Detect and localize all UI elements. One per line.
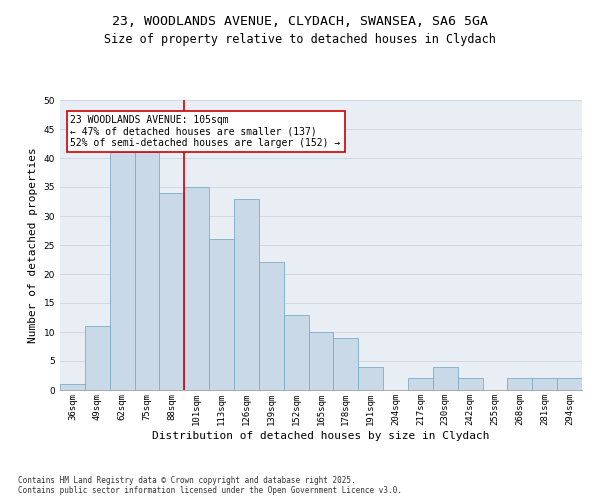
Bar bbox=[284, 314, 308, 390]
Text: 23, WOODLANDS AVENUE, CLYDACH, SWANSEA, SA6 5GA: 23, WOODLANDS AVENUE, CLYDACH, SWANSEA, … bbox=[112, 15, 488, 28]
Bar bbox=[160, 193, 184, 390]
Bar bbox=[508, 378, 532, 390]
Bar bbox=[408, 378, 433, 390]
Bar bbox=[458, 378, 482, 390]
Bar bbox=[234, 198, 259, 390]
Bar bbox=[209, 239, 234, 390]
Bar bbox=[110, 152, 134, 390]
Bar bbox=[433, 367, 458, 390]
Bar bbox=[308, 332, 334, 390]
Text: Size of property relative to detached houses in Clydach: Size of property relative to detached ho… bbox=[104, 32, 496, 46]
Bar bbox=[259, 262, 284, 390]
Y-axis label: Number of detached properties: Number of detached properties bbox=[28, 147, 38, 343]
Bar bbox=[358, 367, 383, 390]
X-axis label: Distribution of detached houses by size in Clydach: Distribution of detached houses by size … bbox=[152, 430, 490, 440]
Text: 23 WOODLANDS AVENUE: 105sqm
← 47% of detached houses are smaller (137)
52% of se: 23 WOODLANDS AVENUE: 105sqm ← 47% of det… bbox=[70, 114, 341, 148]
Text: Contains HM Land Registry data © Crown copyright and database right 2025.
Contai: Contains HM Land Registry data © Crown c… bbox=[18, 476, 402, 495]
Bar bbox=[60, 384, 85, 390]
Bar bbox=[334, 338, 358, 390]
Bar bbox=[557, 378, 582, 390]
Bar bbox=[532, 378, 557, 390]
Bar bbox=[85, 326, 110, 390]
Bar bbox=[134, 152, 160, 390]
Bar bbox=[184, 187, 209, 390]
